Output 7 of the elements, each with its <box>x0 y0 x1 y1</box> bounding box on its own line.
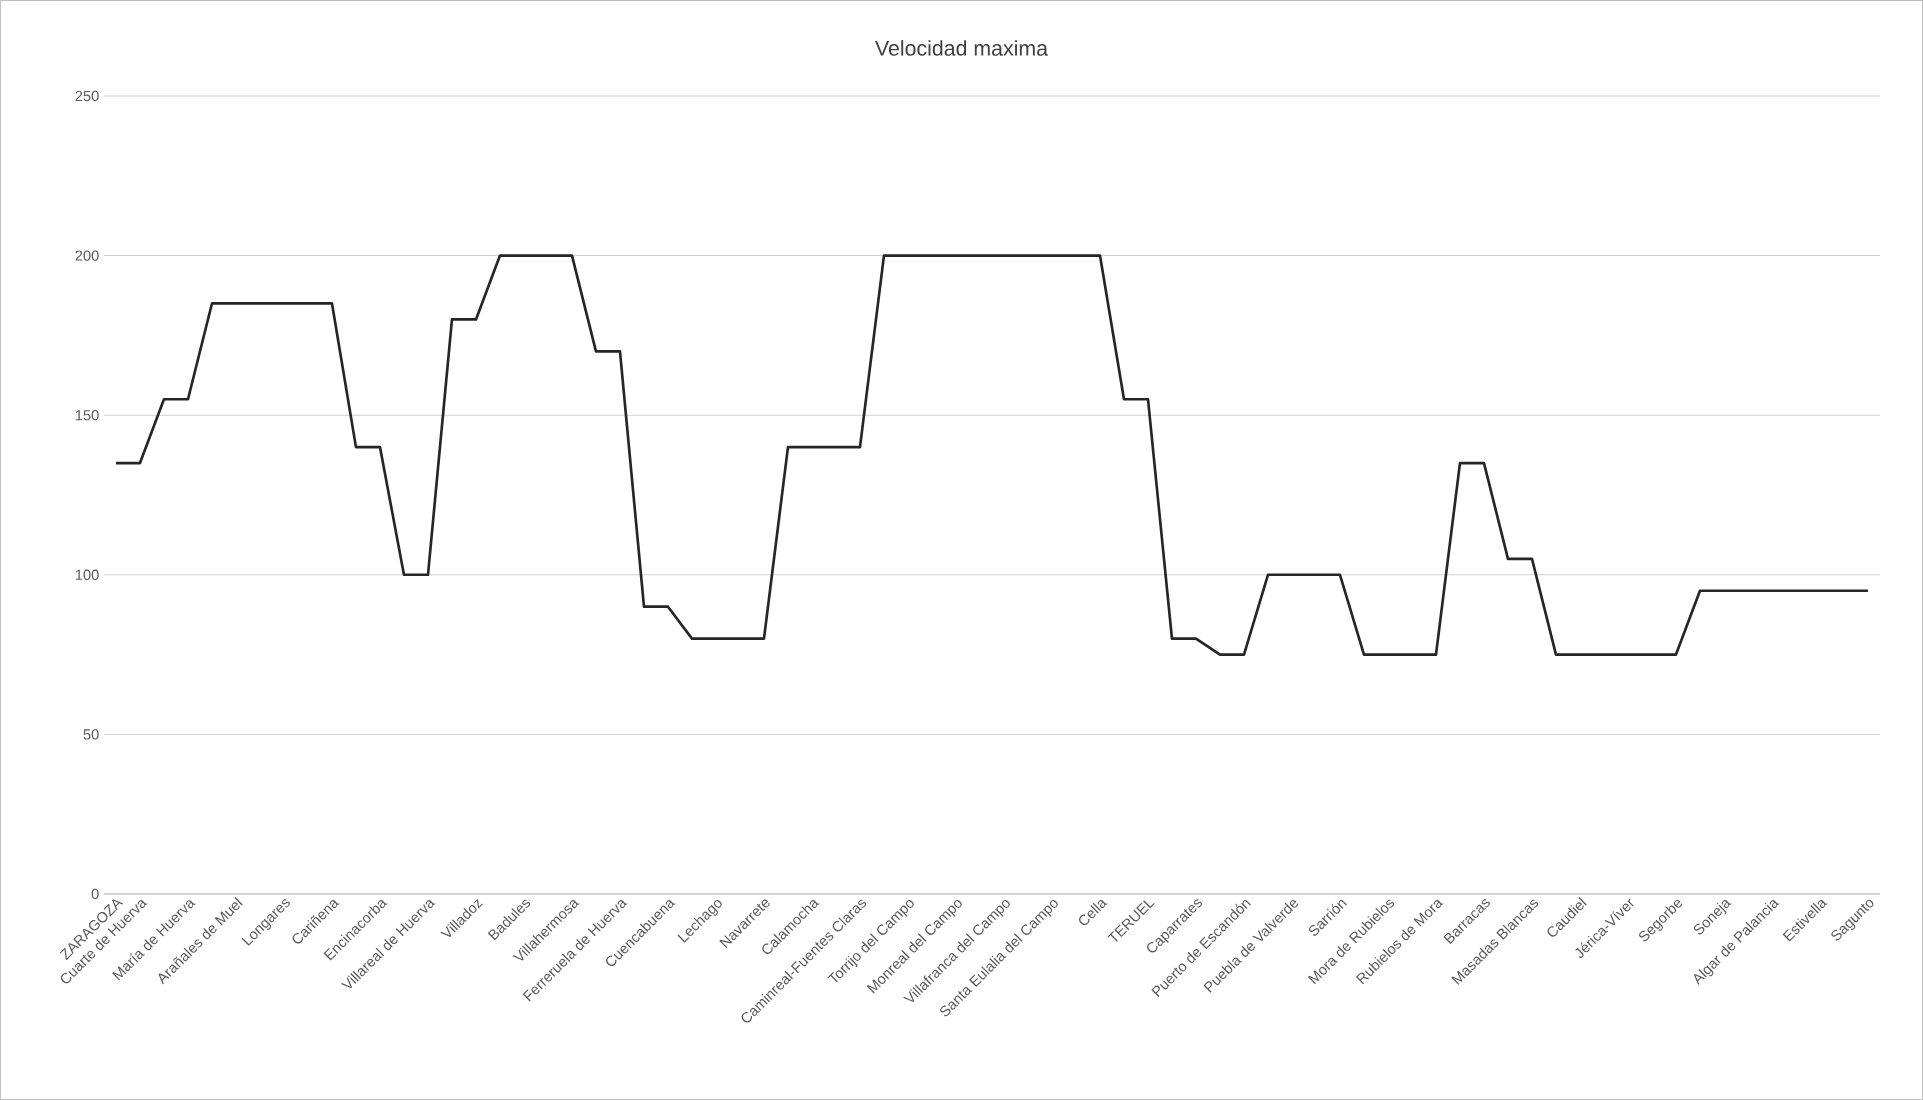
y-tick-label: 0 <box>91 888 99 900</box>
y-tick-label: 150 <box>75 410 99 421</box>
y-tick-label: 250 <box>75 90 99 102</box>
y-tick-label: 50 <box>83 729 99 740</box>
y-tick-label: 100 <box>75 569 99 580</box>
chart-title: Velocidad maxima <box>875 40 1049 56</box>
y-tick-label: 200 <box>75 250 99 261</box>
